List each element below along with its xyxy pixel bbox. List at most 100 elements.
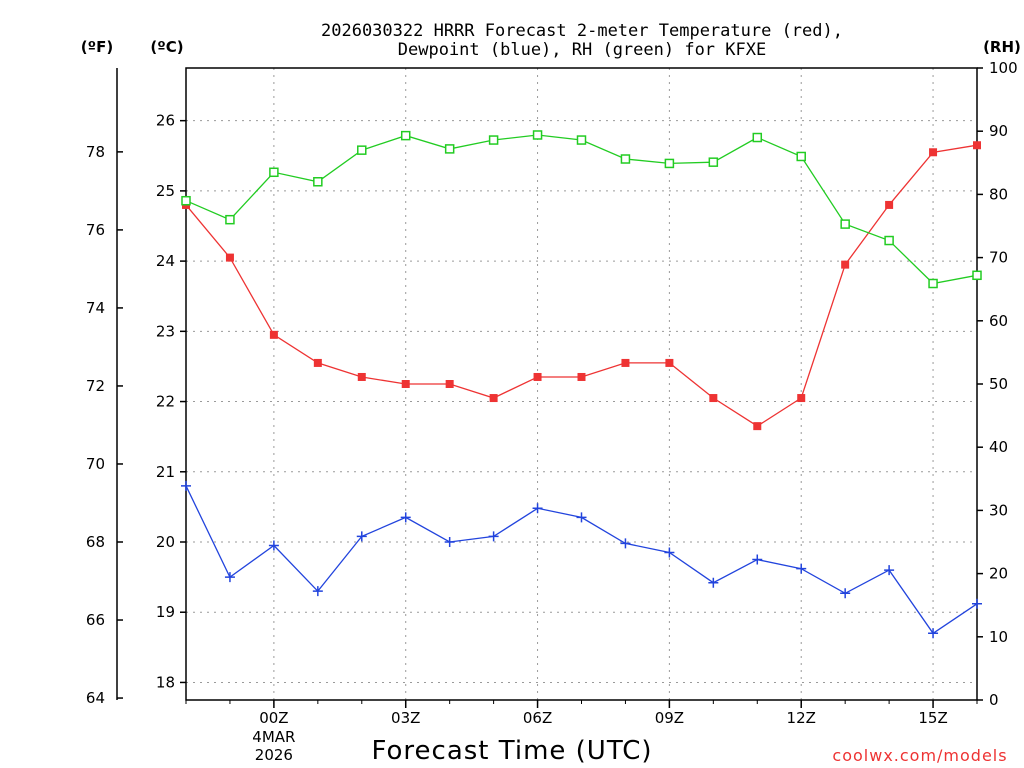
dewpoint-point — [356, 531, 367, 542]
rh-point — [532, 130, 543, 140]
rh-point — [225, 214, 235, 225]
celsius-tick-label: 25 — [156, 182, 175, 200]
credit-text: coolwx.com/models — [832, 746, 1007, 765]
rh-tick-label: 10 — [989, 628, 1008, 646]
temperature-point — [489, 394, 498, 403]
chart-title-line1: 2026030322 HRRR Forecast 2-meter Tempera… — [321, 21, 843, 41]
fahrenheit-tick-label: 72 — [86, 377, 105, 395]
x-date-label: 4MAR — [252, 728, 295, 746]
dewpoint-point — [708, 577, 719, 588]
dewpoint-point — [884, 565, 895, 576]
rh-tick-label: 0 — [989, 691, 999, 709]
series-dewpoint — [181, 480, 982, 639]
rh-tick-label: 20 — [989, 565, 1008, 583]
fahrenheit-tick-label: 74 — [86, 299, 105, 317]
series-temperature — [182, 141, 981, 431]
temperature-point — [533, 372, 542, 381]
dewpoint-point — [752, 554, 763, 565]
fahrenheit-tick-label: 78 — [86, 143, 105, 161]
celsius-tick-label: 24 — [156, 252, 175, 270]
fahrenheit-tick-label: 70 — [86, 455, 105, 473]
rh-tick-label: 60 — [989, 312, 1008, 330]
rh-point — [488, 135, 499, 145]
celsius-tick-label: 22 — [156, 393, 175, 411]
temperature-point — [445, 380, 454, 388]
x-axis-label: Forecast Time (UTC) — [371, 736, 652, 766]
rh-point — [313, 177, 323, 187]
rh-point — [664, 158, 675, 169]
rh-point — [357, 145, 367, 155]
dewpoint-point — [532, 503, 543, 514]
temperature-point — [621, 358, 630, 367]
x-tick-label: 00Z — [259, 709, 288, 727]
rh-point — [269, 167, 279, 178]
dewpoint-point — [488, 531, 499, 542]
rh-point — [400, 130, 411, 141]
chart-title-line2: Dewpoint (blue), RH (green) for KFXE — [398, 40, 766, 60]
axes: 18 19 20 21 22 23 24 25 26 64 66 68 70 72 74 76 78 0 10 20 3… — [86, 59, 1018, 764]
celsius-tick-label: 18 — [156, 673, 175, 691]
temperature-point — [929, 148, 938, 157]
temperature-point — [973, 141, 981, 150]
temperature-point — [753, 422, 762, 431]
gridlines — [186, 68, 977, 700]
dewpoint-point — [928, 628, 939, 639]
rh-point — [796, 151, 806, 162]
rh-point — [444, 144, 455, 154]
temperature-point — [577, 372, 586, 381]
dewpoint-point — [224, 572, 235, 583]
rh-point — [752, 132, 763, 143]
dewpoint-point — [312, 586, 323, 597]
fahrenheit-tick-label: 66 — [86, 611, 105, 629]
x-tick-label: 12Z — [787, 709, 816, 727]
fahrenheit-tick-label: 64 — [86, 689, 105, 707]
fahrenheit-tick-label: 68 — [86, 533, 105, 551]
x-tick-label: 03Z — [391, 709, 420, 727]
dewpoint-point — [181, 480, 191, 491]
x-tick-label: 06Z — [523, 709, 552, 727]
rh-point — [928, 278, 938, 289]
plot-frame — [185, 67, 978, 701]
rh-tick-label: 40 — [989, 438, 1008, 456]
rh-point — [884, 235, 894, 246]
celsius-tick-label: 19 — [156, 603, 175, 621]
rh-tick-label: 90 — [989, 122, 1008, 140]
dewpoint-point — [620, 538, 631, 549]
celsius-tick-label: 26 — [156, 112, 175, 130]
rh-point — [181, 195, 191, 206]
rh-point — [840, 219, 850, 229]
celsius-tick-label: 23 — [156, 322, 175, 340]
x-year-label: 2026 — [255, 746, 293, 764]
temperature-point — [665, 358, 674, 367]
fahrenheit-tick-label: 76 — [86, 221, 105, 239]
rh-tick-label: 30 — [989, 501, 1008, 519]
rh-unit-label: (RH) — [983, 38, 1021, 56]
temperature-point — [401, 380, 410, 388]
rh-tick-label: 50 — [989, 375, 1008, 393]
temperature-point — [269, 330, 278, 339]
rh-tick-label: 70 — [989, 249, 1008, 267]
x-tick-label: 15Z — [918, 709, 947, 727]
dewpoint-point — [576, 512, 587, 523]
dewpoint-point — [664, 547, 675, 558]
series-rh — [181, 130, 982, 289]
temperature-point — [797, 394, 806, 403]
data-series — [181, 130, 982, 639]
dewpoint-line — [185, 485, 978, 635]
dewpoint-point — [444, 537, 455, 547]
temperature-point — [885, 200, 894, 209]
rh-point — [972, 270, 982, 281]
dewpoint-point — [972, 598, 982, 609]
rh-tick-label: 80 — [989, 185, 1008, 203]
temperature-line — [185, 144, 978, 427]
rh-tick-label: 100 — [989, 59, 1018, 77]
celsius-tick-label: 21 — [156, 463, 175, 481]
celsius-unit-label: (ºC) — [150, 38, 183, 56]
rh-point — [620, 154, 631, 164]
temperature-point — [841, 260, 850, 269]
dewpoint-point — [268, 540, 279, 551]
temperature-point — [313, 358, 322, 367]
rh-point — [576, 135, 587, 145]
rh-point — [708, 157, 719, 167]
